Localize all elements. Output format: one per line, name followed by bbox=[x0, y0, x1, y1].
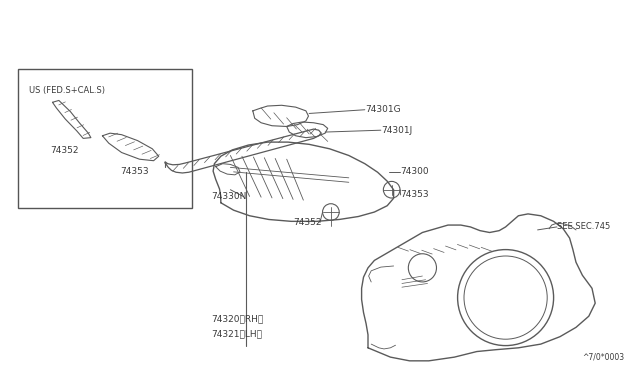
Text: 74301J: 74301J bbox=[381, 126, 412, 135]
Text: 74352: 74352 bbox=[293, 218, 322, 227]
Text: ^7/0*0003: ^7/0*0003 bbox=[582, 353, 624, 362]
Bar bbox=[18, 69, 192, 208]
Text: 74320〈RH〉: 74320〈RH〉 bbox=[211, 315, 264, 324]
Text: US (FED.S+CAL.S): US (FED.S+CAL.S) bbox=[29, 86, 106, 94]
Text: 74353: 74353 bbox=[120, 167, 148, 176]
Text: 74300: 74300 bbox=[400, 167, 429, 176]
Text: 74353: 74353 bbox=[401, 190, 429, 199]
Text: SEE SEC.745: SEE SEC.745 bbox=[557, 222, 610, 231]
Text: 74321〈LH〉: 74321〈LH〉 bbox=[211, 330, 262, 339]
Text: 74352: 74352 bbox=[50, 146, 78, 155]
Text: 74301G: 74301G bbox=[365, 105, 401, 114]
Text: 74330N: 74330N bbox=[211, 192, 246, 201]
